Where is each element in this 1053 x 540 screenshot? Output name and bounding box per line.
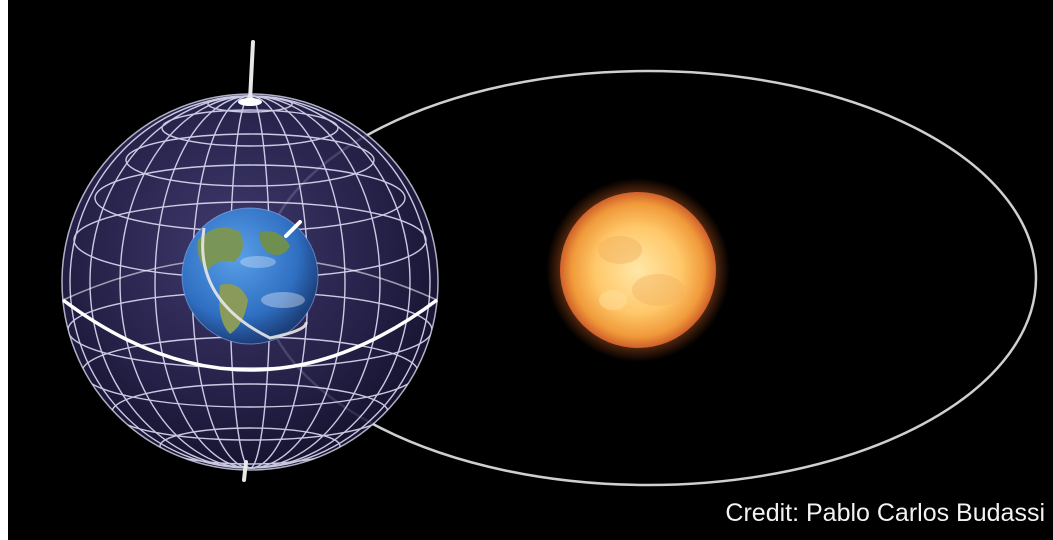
ecliptic-ring bbox=[201, 227, 308, 340]
sun bbox=[546, 178, 730, 362]
earth-axis bbox=[284, 220, 302, 238]
celestial-sphere-diagram bbox=[61, 40, 1038, 487]
credit-text: Credit: Pablo Carlos Budassi bbox=[725, 499, 1045, 527]
diagram-frame: Credit: Pablo Carlos Budassi bbox=[8, 0, 1053, 540]
celestial-axis bbox=[238, 40, 262, 482]
earth bbox=[181, 207, 319, 345]
celestial-equator-front bbox=[61, 298, 439, 372]
